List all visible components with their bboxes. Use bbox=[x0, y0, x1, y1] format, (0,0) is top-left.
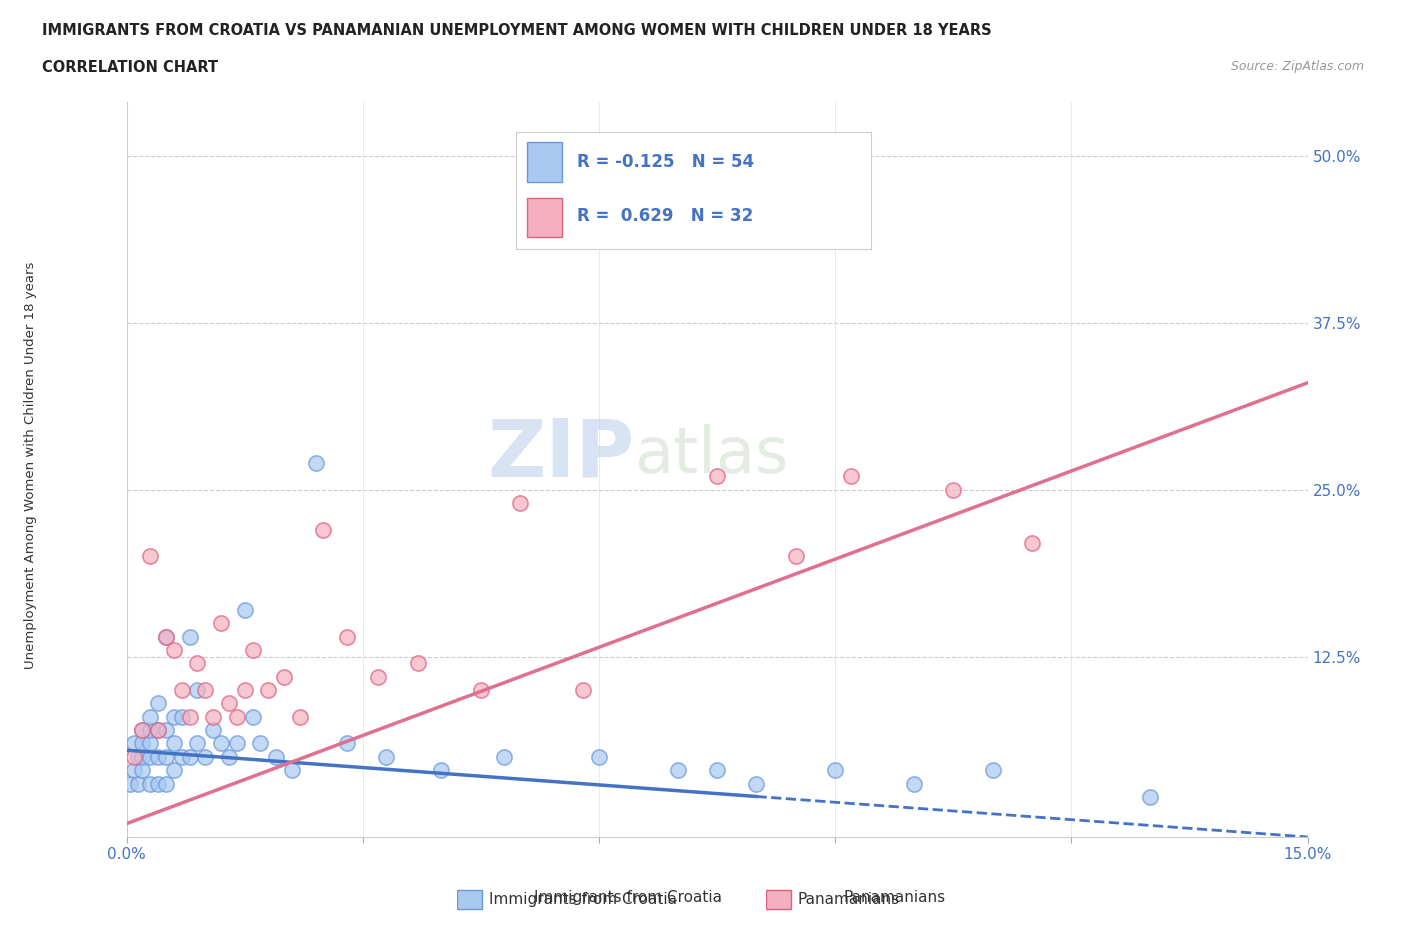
Point bbox=[903, 777, 925, 791]
Point bbox=[146, 696, 169, 711]
Point bbox=[170, 683, 193, 698]
Point bbox=[1021, 536, 1043, 551]
Point bbox=[163, 736, 186, 751]
Point bbox=[139, 777, 162, 791]
Point bbox=[312, 523, 335, 538]
Point bbox=[139, 549, 162, 564]
Point bbox=[179, 710, 201, 724]
Point bbox=[1139, 790, 1161, 804]
Text: IMMIGRANTS FROM CROATIA VS PANAMANIAN UNEMPLOYMENT AMONG WOMEN WITH CHILDREN UND: IMMIGRANTS FROM CROATIA VS PANAMANIAN UN… bbox=[42, 23, 991, 38]
Point bbox=[233, 603, 256, 618]
Point bbox=[202, 710, 225, 724]
Point bbox=[194, 683, 217, 698]
Point bbox=[186, 656, 208, 671]
Point bbox=[257, 683, 280, 698]
Point bbox=[127, 777, 149, 791]
Point bbox=[264, 750, 287, 764]
Point bbox=[785, 549, 807, 564]
Text: Immigrants from Croatia: Immigrants from Croatia bbox=[534, 890, 723, 905]
Point bbox=[242, 710, 264, 724]
Point bbox=[146, 750, 169, 764]
Point bbox=[304, 456, 326, 471]
Point bbox=[124, 763, 146, 777]
Point bbox=[186, 683, 208, 698]
Point bbox=[209, 616, 232, 631]
Text: atlas: atlas bbox=[634, 424, 789, 486]
Point bbox=[179, 630, 201, 644]
Point bbox=[155, 630, 177, 644]
Text: Immigrants from Croatia: Immigrants from Croatia bbox=[489, 892, 676, 908]
Point bbox=[981, 763, 1004, 777]
Point bbox=[588, 750, 610, 764]
Point bbox=[139, 723, 162, 737]
Point bbox=[155, 750, 177, 764]
Point bbox=[218, 696, 240, 711]
Point bbox=[288, 710, 311, 724]
Point bbox=[202, 723, 225, 737]
Point bbox=[170, 750, 193, 764]
Point bbox=[225, 736, 247, 751]
Point bbox=[509, 496, 531, 511]
Point bbox=[146, 723, 169, 737]
Point bbox=[124, 736, 146, 751]
Text: ZIP: ZIP bbox=[486, 416, 634, 494]
Point bbox=[120, 777, 142, 791]
Point bbox=[430, 763, 453, 777]
Point bbox=[146, 723, 169, 737]
Text: Panamanians: Panamanians bbox=[844, 890, 946, 905]
Point bbox=[163, 710, 186, 724]
Point bbox=[233, 683, 256, 698]
Point bbox=[170, 710, 193, 724]
Point bbox=[375, 750, 398, 764]
Point bbox=[494, 750, 516, 764]
Point bbox=[163, 643, 186, 658]
Point bbox=[666, 763, 689, 777]
Point bbox=[824, 763, 846, 777]
Point bbox=[139, 736, 162, 751]
Point bbox=[155, 723, 177, 737]
Text: Source: ZipAtlas.com: Source: ZipAtlas.com bbox=[1230, 60, 1364, 73]
Point bbox=[131, 750, 153, 764]
Point bbox=[942, 483, 965, 498]
Point bbox=[406, 656, 429, 671]
Point bbox=[131, 723, 153, 737]
Point bbox=[218, 750, 240, 764]
Bar bbox=[766, 891, 792, 910]
Text: Unemployment Among Women with Children Under 18 years: Unemployment Among Women with Children U… bbox=[24, 261, 38, 669]
Point bbox=[131, 723, 153, 737]
Point bbox=[242, 643, 264, 658]
Point bbox=[139, 710, 162, 724]
Point bbox=[336, 736, 359, 751]
Point bbox=[706, 763, 728, 777]
Text: Panamanians: Panamanians bbox=[799, 892, 900, 908]
Point bbox=[163, 763, 186, 777]
Point bbox=[470, 683, 492, 698]
Point bbox=[127, 750, 149, 764]
Text: CORRELATION CHART: CORRELATION CHART bbox=[42, 60, 218, 75]
Point bbox=[179, 750, 201, 764]
Point bbox=[572, 683, 595, 698]
Point bbox=[209, 736, 232, 751]
Point bbox=[155, 777, 177, 791]
Point bbox=[124, 750, 146, 764]
Point bbox=[603, 202, 626, 217]
Point bbox=[706, 469, 728, 484]
Point bbox=[155, 630, 177, 644]
Point bbox=[839, 469, 862, 484]
Point bbox=[745, 777, 768, 791]
Point bbox=[225, 710, 247, 724]
Point bbox=[273, 670, 295, 684]
Point bbox=[367, 670, 389, 684]
Point bbox=[146, 777, 169, 791]
Point bbox=[336, 630, 359, 644]
Point bbox=[131, 763, 153, 777]
Point bbox=[131, 736, 153, 751]
Point bbox=[281, 763, 304, 777]
Point bbox=[249, 736, 271, 751]
Point bbox=[186, 736, 208, 751]
Point bbox=[139, 750, 162, 764]
Point bbox=[194, 750, 217, 764]
Bar bbox=[457, 891, 481, 910]
